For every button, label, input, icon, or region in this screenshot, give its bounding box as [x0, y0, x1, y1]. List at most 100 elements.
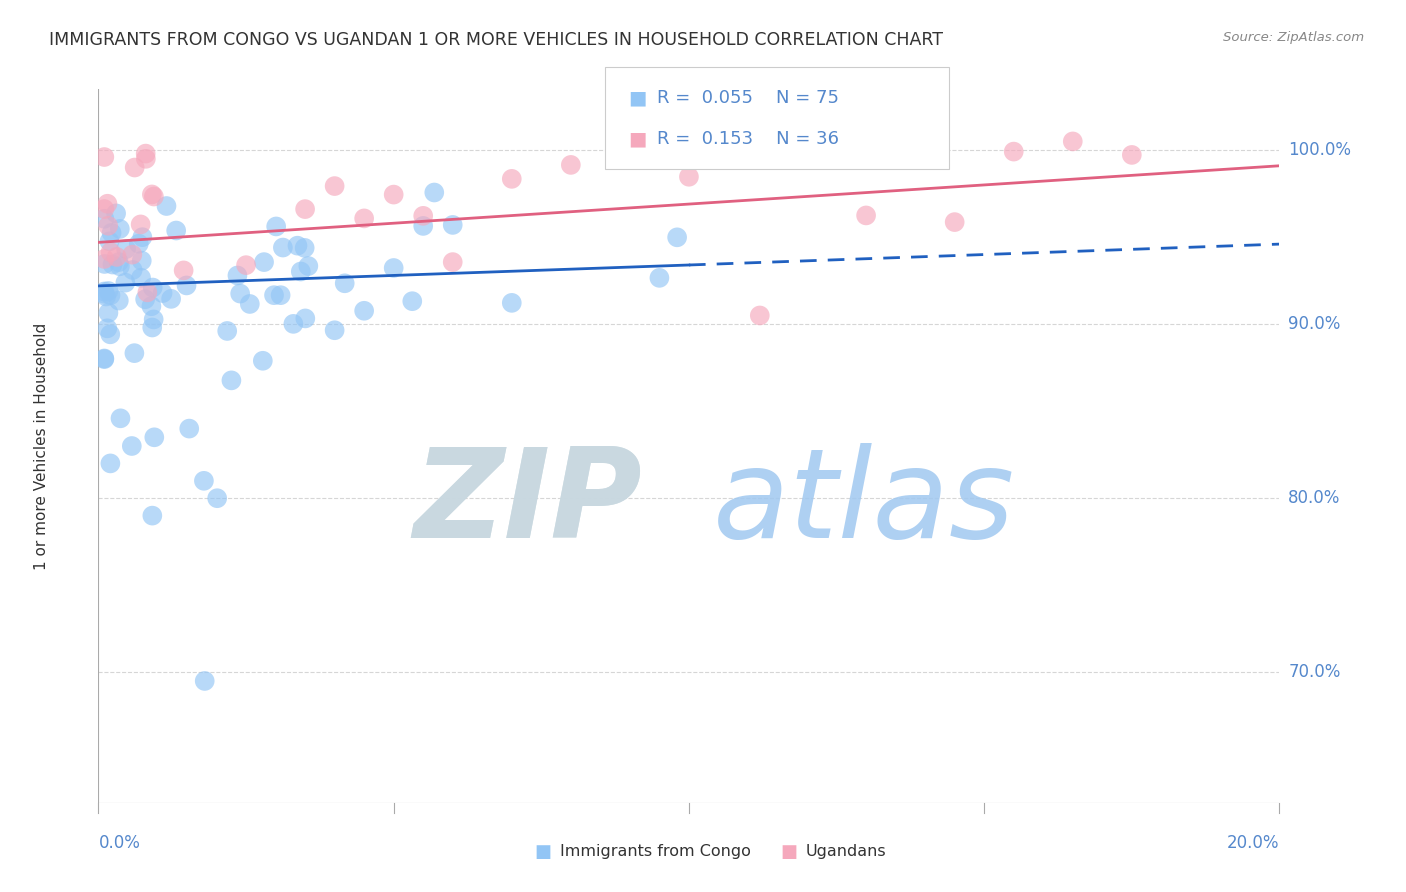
Point: [1121, 148, 1143, 162]
Text: R =  0.055    N = 75: R = 0.055 N = 75: [657, 88, 838, 106]
Point: [93, 252, 115, 266]
Text: 1 or more Vehicles in Household: 1 or more Vehicles in Household: [34, 322, 49, 570]
Point: [252, 353, 274, 368]
Point: [93, 150, 115, 164]
Point: [93, 257, 115, 271]
Point: [108, 222, 131, 236]
Point: [142, 189, 165, 203]
Point: [142, 280, 165, 294]
Point: [97, 306, 120, 320]
Point: [264, 219, 287, 234]
Point: [141, 508, 163, 523]
Point: [124, 346, 146, 360]
Point: [100, 226, 122, 240]
Point: [97, 219, 120, 233]
Point: [105, 250, 128, 264]
Point: [135, 152, 157, 166]
Point: [235, 258, 257, 272]
Point: [423, 186, 446, 200]
Point: [1002, 145, 1025, 159]
Point: [131, 230, 153, 244]
Point: [323, 179, 346, 194]
Point: [141, 299, 163, 313]
Point: [93, 286, 115, 301]
Text: 0.0%: 0.0%: [98, 834, 141, 852]
Point: [221, 373, 243, 387]
Point: [943, 215, 966, 229]
Point: [270, 288, 292, 302]
Point: [176, 278, 198, 293]
Point: [115, 242, 138, 256]
Point: [114, 276, 136, 290]
Point: [108, 293, 131, 308]
Text: ■: ■: [628, 88, 647, 107]
Point: [93, 351, 115, 366]
Point: [217, 324, 239, 338]
Point: [155, 199, 177, 213]
Point: [297, 259, 319, 273]
Text: 20.0%: 20.0%: [1227, 834, 1279, 852]
Point: [121, 439, 143, 453]
Point: [101, 258, 124, 272]
Point: [94, 289, 117, 303]
Point: [401, 294, 423, 309]
Point: [1062, 135, 1084, 149]
Point: [105, 206, 128, 220]
Point: [128, 236, 150, 251]
Point: [98, 327, 121, 342]
Point: [666, 230, 689, 244]
Point: [194, 673, 217, 688]
Text: ZIP: ZIP: [413, 442, 641, 564]
Point: [93, 202, 115, 216]
Point: [98, 235, 121, 249]
Text: atlas: atlas: [713, 442, 1015, 564]
Point: [229, 286, 252, 301]
Point: [287, 238, 309, 252]
Point: [135, 146, 157, 161]
Point: [141, 187, 163, 202]
Text: ■: ■: [534, 843, 551, 861]
Point: [294, 311, 316, 326]
Point: [501, 172, 523, 186]
Point: [100, 245, 122, 260]
Text: ■: ■: [780, 843, 797, 861]
Point: [226, 268, 249, 283]
Point: [110, 411, 132, 425]
Point: [143, 430, 166, 444]
Point: [294, 241, 316, 255]
Point: [179, 421, 201, 435]
Point: [100, 457, 122, 471]
Point: [93, 352, 115, 367]
Point: [93, 285, 115, 299]
Point: [152, 286, 174, 301]
Point: [141, 320, 163, 334]
Point: [283, 317, 305, 331]
Point: [290, 264, 312, 278]
Point: [748, 309, 770, 323]
Point: [333, 277, 356, 291]
Text: 100.0%: 100.0%: [1288, 141, 1351, 159]
Point: [412, 219, 434, 233]
Point: [100, 288, 122, 302]
Point: [412, 209, 434, 223]
Point: [501, 296, 523, 310]
Point: [855, 209, 877, 223]
Text: 70.0%: 70.0%: [1288, 664, 1341, 681]
Point: [108, 260, 131, 274]
Point: [205, 491, 228, 506]
Point: [648, 271, 671, 285]
Text: Source: ZipAtlas.com: Source: ZipAtlas.com: [1223, 31, 1364, 45]
Point: [96, 196, 118, 211]
Point: [136, 285, 159, 300]
Text: R =  0.153    N = 36: R = 0.153 N = 36: [657, 130, 838, 148]
Point: [160, 292, 183, 306]
Point: [165, 223, 187, 237]
Text: Ugandans: Ugandans: [806, 845, 886, 859]
Point: [129, 270, 152, 285]
Point: [382, 260, 405, 275]
Point: [353, 211, 375, 226]
Text: 80.0%: 80.0%: [1288, 489, 1341, 508]
Point: [131, 253, 153, 268]
Point: [382, 187, 405, 202]
Point: [441, 255, 464, 269]
